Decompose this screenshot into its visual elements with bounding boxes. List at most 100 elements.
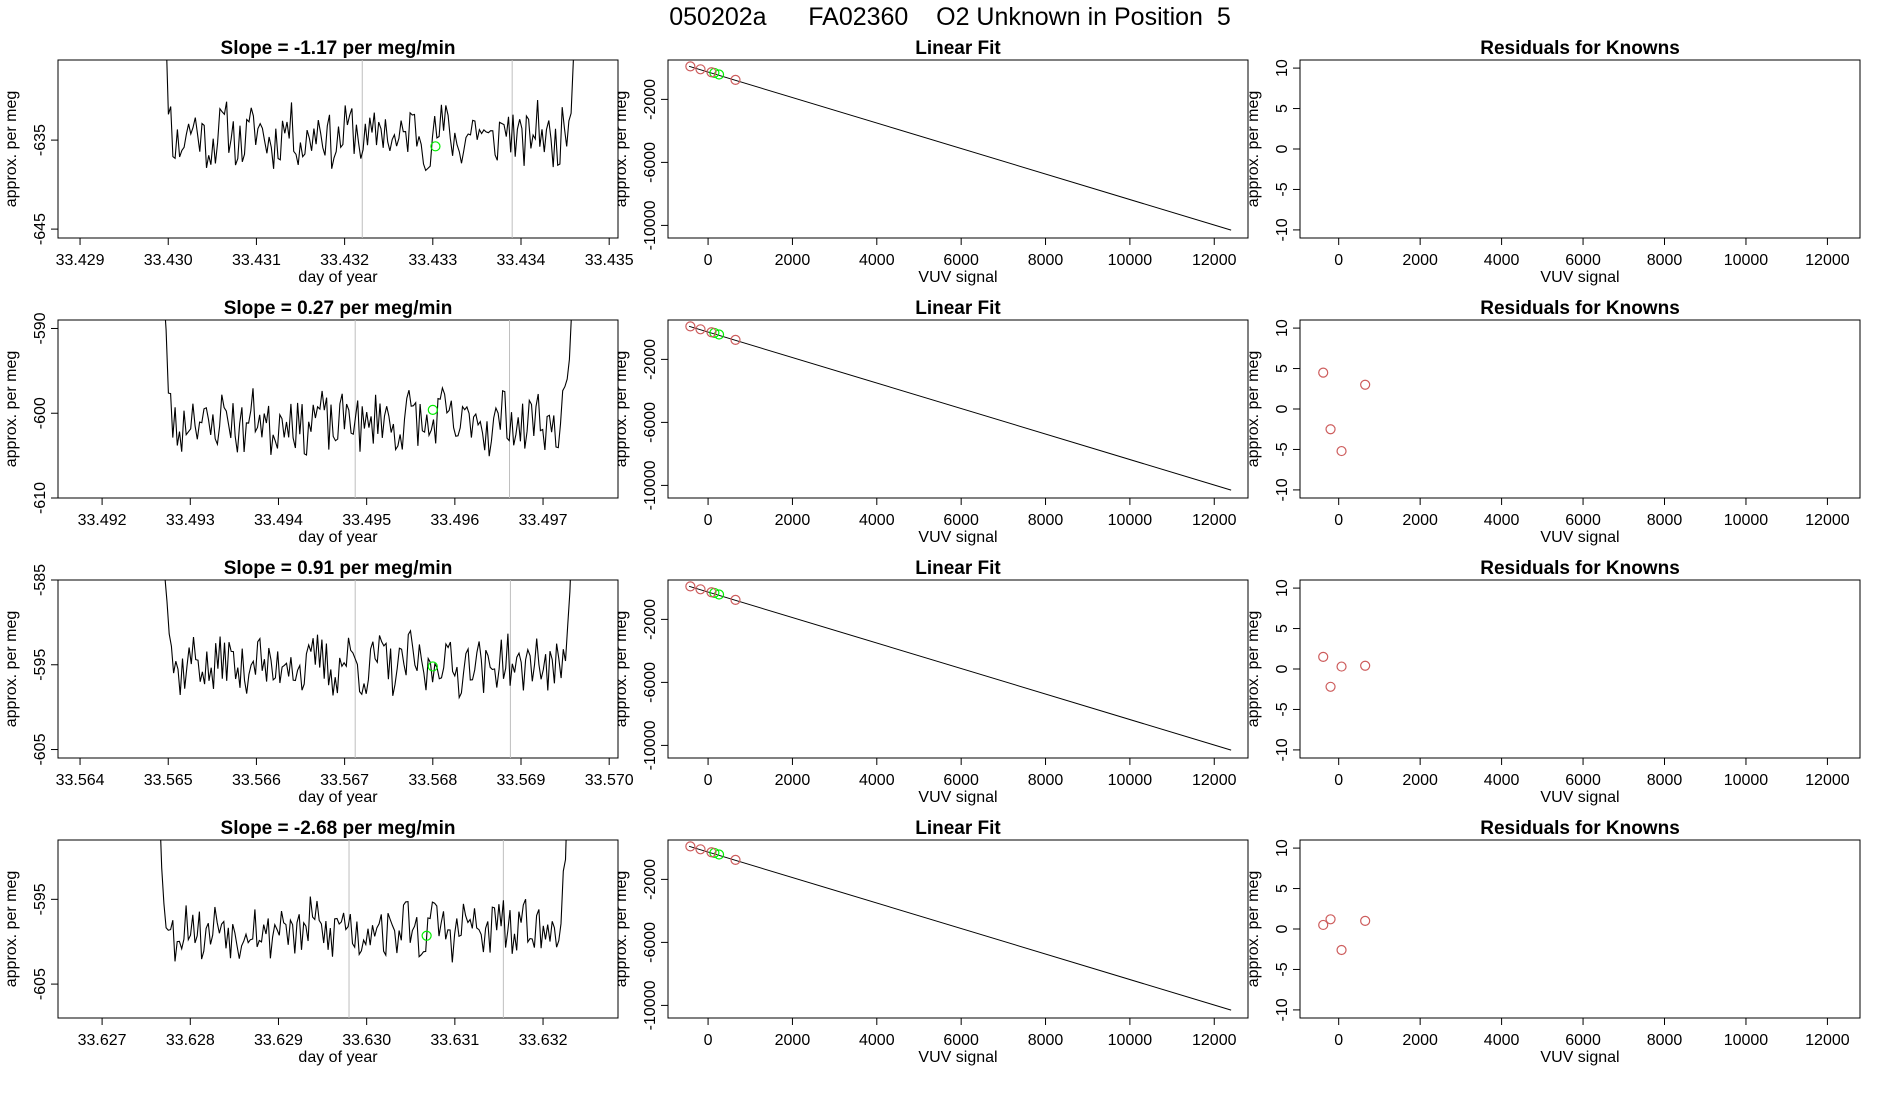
x-tick-label: 12000 [1805,512,1850,529]
y-tick-label: 0 [1274,144,1291,153]
x-tick-label: 10000 [1108,512,1153,529]
x-tick-label: 2000 [1402,512,1438,529]
red-point [695,844,706,855]
y-tick-label: -595 [32,649,49,681]
plot-area [1318,651,1371,692]
plot-frame [57,59,619,239]
plot-frame [1299,579,1861,759]
x-tick-label: 33.630 [342,1032,391,1049]
x-axis: 33.492 33.493 33.494 33.495 33.496 33.497 [78,498,568,529]
red-point [1360,660,1371,671]
x-tick-label: 33.564 [56,772,105,789]
x-tick-label: 12000 [1192,772,1237,789]
red-point [685,841,696,852]
plot-frame [57,319,619,499]
figure-title: 050202a FA02360 O2 Unknown in Position 5 [669,3,1230,31]
red-point [1318,367,1329,378]
x-tick-label: 33.435 [585,252,634,269]
plot-frame [667,839,1249,1019]
x-tick-label: 2000 [1402,252,1438,269]
y-tick-label: 0 [1274,924,1291,933]
y-tick-label: -10000 [642,720,659,770]
green-point [713,849,725,860]
panel-title: Residuals for Knowns [1480,298,1680,319]
red-point [695,64,706,75]
x-tick-label: 6000 [943,252,979,269]
x-axis: 0 2000 4000 6000 8000 10000 12000 [704,498,1237,529]
y-tick-label: -5 [1274,962,1291,976]
x-tick-label: 0 [1334,772,1343,789]
red-point [685,581,696,592]
x-tick-label: 6000 [1565,512,1601,529]
red-point [706,587,717,598]
y-tick-label: -10 [1274,738,1291,761]
x-tick-label: 33.632 [519,1032,568,1049]
x-tick-label: 12000 [1805,252,1850,269]
green-point [713,69,725,80]
x-tick-label: 33.631 [430,1032,479,1049]
x-tick-label: 2000 [775,252,811,269]
x-tick-label: 4000 [1484,512,1520,529]
x-tick-label: 4000 [1484,1032,1520,1049]
x-axis-label: day of year [298,1049,378,1066]
y-axis: -2000 -6000 -10000 [642,859,668,1030]
y-tick-label: -2000 [642,339,659,380]
x-tick-label: 8000 [1028,512,1064,529]
red-point [1360,379,1371,390]
x-tick-label: 10000 [1108,1032,1153,1049]
y-tick-label: -590 [32,312,49,344]
red-point [695,584,706,595]
y-tick-label: -6000 [642,142,659,183]
y-tick-label: 0 [1274,404,1291,413]
x-tick-label: 8000 [1647,772,1683,789]
panel-1-2: Linear Fit 0 2000 4000 6000 8000 10000 12000 VUV… [613,38,1249,286]
y-axis-label: approx. per meg [1245,871,1262,988]
y-axis: -635 -645 [32,124,58,245]
y-tick-label: -10 [1274,218,1291,241]
y-tick-label: 10 [1274,59,1291,77]
plot-area [685,581,1232,751]
data-series-line [160,840,567,963]
x-axis: 33.627 33.628 33.629 33.630 33.631 33.632 [78,1018,568,1049]
y-axis-label: approx. per meg [1245,611,1262,728]
y-tick-label: -5 [1274,702,1291,716]
red-point [1325,424,1336,435]
x-tick-label: 33.430 [144,252,193,269]
green-point [427,661,438,672]
x-tick-label: 33.433 [408,252,457,269]
x-axis-label: VUV signal [1540,269,1619,286]
y-tick-label: -2000 [642,79,659,120]
red-point [1336,661,1347,672]
y-tick-label: -6000 [642,402,659,443]
y-tick-label: -5 [1274,442,1291,456]
y-tick-label: 0 [1274,664,1291,673]
plot-area [1318,367,1371,457]
plot-frame [667,59,1249,239]
y-tick-label: 5 [1274,364,1291,373]
x-tick-label: 8000 [1028,772,1064,789]
panel-title: Linear Fit [915,38,1001,59]
data-series-line [164,580,571,700]
red-point [1325,681,1336,692]
plot-area [685,321,1232,491]
y-axis: 10 5 0 -5 -10 [1274,319,1300,501]
red-point [1336,445,1347,457]
green-point [713,329,725,340]
x-tick-label: 6000 [943,512,979,529]
y-axis-label: approx. per meg [613,611,630,728]
plot-area [685,841,1232,1011]
x-axis: 0 2000 4000 6000 8000 10000 12000 [704,238,1237,269]
x-axis-label: VUV signal [918,529,997,546]
x-axis: 0 2000 4000 6000 8000 10000 12000 [704,758,1237,789]
x-axis: 33.564 33.565 33.566 33.567 33.568 33.569 33.5… [56,758,634,789]
plot-area [164,320,572,498]
x-tick-label: 33.429 [56,252,105,269]
x-tick-label: 33.497 [519,512,568,529]
data-series-line [166,60,574,172]
